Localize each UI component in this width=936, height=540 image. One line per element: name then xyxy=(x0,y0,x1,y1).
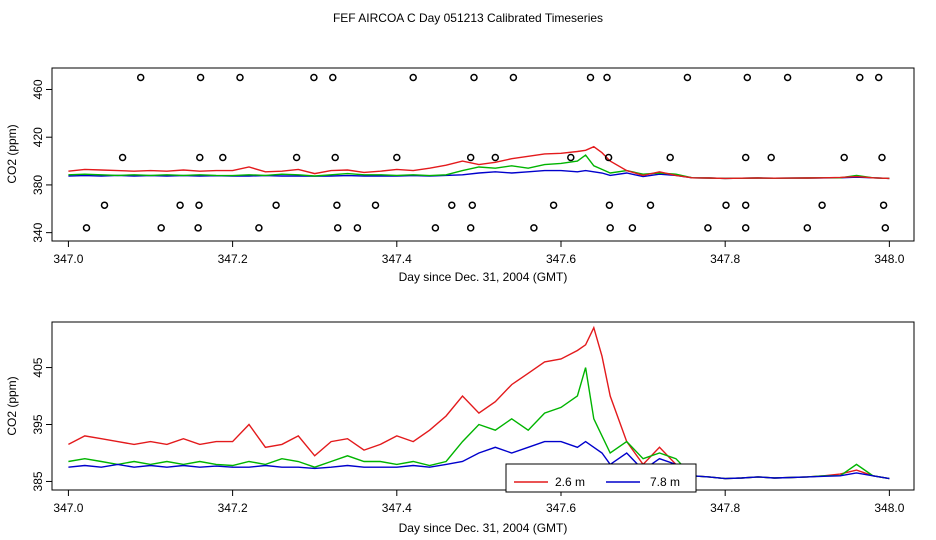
bottom-y-axis-label: CO2 (ppm) xyxy=(5,376,19,435)
scatter-point xyxy=(448,201,456,209)
scatter-point xyxy=(466,153,475,162)
scatter-point xyxy=(856,73,864,82)
scatter-point xyxy=(628,224,637,232)
scatter-point xyxy=(353,224,362,232)
top-x-axis-label: Day since Dec. 31, 2004 (GMT) xyxy=(399,270,568,284)
scatter-point xyxy=(606,224,614,232)
top-y-tick-label: 420 xyxy=(31,127,45,147)
scatter-point xyxy=(491,153,500,162)
scatter-point xyxy=(646,201,655,209)
top-y-tick-label: 380 xyxy=(31,175,45,195)
bottom-x-axis-label: Day since Dec. 31, 2004 (GMT) xyxy=(399,521,568,535)
bottom-x-tick-label: 347.2 xyxy=(218,501,248,515)
scatter-point xyxy=(818,201,826,209)
bottom-x-tick-label: 347.0 xyxy=(53,501,83,515)
scatter-point xyxy=(743,73,752,82)
top-x-tick-label: 347.2 xyxy=(218,252,248,266)
scatter-point xyxy=(100,201,109,209)
bottom-plot-frame xyxy=(51,321,915,491)
bottom-x-tick-label: 347.4 xyxy=(382,501,412,515)
bottom-plot-marks: 347.0 347.2 347.4 347.6 347.8 348.0 385 395 405 xyxy=(31,325,905,515)
scatter-point xyxy=(466,224,475,232)
top-x-tick-label: 347.4 xyxy=(382,252,412,266)
scatter-point xyxy=(333,224,342,232)
scatter-point xyxy=(741,153,750,162)
scatter-point xyxy=(783,73,792,82)
bottom-series-line-0 xyxy=(68,325,890,480)
scatter-point xyxy=(666,153,674,162)
bottom-x-tick-label: 347.6 xyxy=(546,501,576,515)
scatter-point xyxy=(292,153,301,162)
bottom-x-tick-label: 348.0 xyxy=(874,501,904,515)
bottom-x-tick-label: 347.8 xyxy=(710,501,740,515)
scatter-point xyxy=(840,153,848,162)
scatter-point xyxy=(176,201,184,209)
scatter-point xyxy=(604,153,613,162)
bottom-y-tick-label: 385 xyxy=(31,471,45,491)
scatter-point xyxy=(219,153,227,162)
bottom-y-tick-label: 395 xyxy=(31,414,45,434)
top-y-axis-label: CO2 (ppm) xyxy=(5,124,19,183)
scatter-point xyxy=(874,73,883,82)
legend: 2.6 m 7.8 m xyxy=(505,463,697,493)
scatter-point xyxy=(157,224,165,232)
scatter-point xyxy=(431,224,440,232)
top-series-line-1 xyxy=(68,154,890,180)
scatter-point xyxy=(509,73,518,82)
bottom-series-line-1 xyxy=(68,367,890,480)
scatter-point xyxy=(468,201,477,209)
scatter-point xyxy=(272,201,280,209)
scatter-point xyxy=(409,73,417,82)
top-plot-marks: 347.0 347.2 347.4 347.6 347.8 348.0 340 380 420 4… xyxy=(31,73,905,266)
scatter-point xyxy=(603,73,611,82)
scatter-point xyxy=(878,153,886,162)
top-y-tick-label: 340 xyxy=(31,222,45,242)
top-x-tick-label: 347.6 xyxy=(546,252,576,266)
scatter-point xyxy=(196,73,205,82)
scatter-point xyxy=(195,201,203,209)
scatter-point xyxy=(136,73,145,82)
scatter-point xyxy=(470,73,478,82)
top-x-tick-label: 348.0 xyxy=(874,252,904,266)
scatter-point xyxy=(393,153,401,162)
top-y-tick-label: 460 xyxy=(31,79,45,99)
scatter-point xyxy=(741,201,750,209)
scatter-point xyxy=(803,224,812,232)
scatter-point xyxy=(879,201,888,209)
scatter-point xyxy=(586,73,595,82)
scatter-point xyxy=(741,224,750,232)
top-x-tick-label: 347.8 xyxy=(710,252,740,266)
scatter-point xyxy=(530,224,538,232)
bottom-series-line-2 xyxy=(68,440,890,480)
scatter-point xyxy=(331,153,339,162)
scatter-point xyxy=(329,73,337,82)
scatter-point xyxy=(567,153,575,162)
scatter-point xyxy=(194,224,202,232)
scatter-point xyxy=(683,73,692,82)
top-series-line-0 xyxy=(68,145,890,180)
scatter-point xyxy=(236,73,244,82)
top-x-tick-label: 347.0 xyxy=(53,252,83,266)
top-plot-frame xyxy=(51,67,915,242)
scatter-point xyxy=(310,73,318,82)
legend-box xyxy=(505,463,697,493)
scatter-point xyxy=(605,201,614,209)
scatter-point xyxy=(881,224,890,232)
legend-label-7-8m: 7.8 m xyxy=(650,475,680,489)
chart-title: FEF AIRCOA C Day 051213 Calibrated Times… xyxy=(333,11,603,25)
scatter-point xyxy=(82,224,91,232)
scatter-point xyxy=(722,201,730,209)
scatter-point xyxy=(118,153,127,162)
scatter-point xyxy=(255,224,263,232)
bottom-y-tick-label: 405 xyxy=(31,357,45,377)
scatter-point xyxy=(371,201,380,209)
scatter-point xyxy=(704,224,712,232)
scatter-point xyxy=(549,201,558,209)
scatter-point xyxy=(333,201,341,209)
scatter-point xyxy=(767,153,775,162)
scatter-point xyxy=(196,153,204,162)
legend-label-2-6m: 2.6 m xyxy=(555,475,585,489)
